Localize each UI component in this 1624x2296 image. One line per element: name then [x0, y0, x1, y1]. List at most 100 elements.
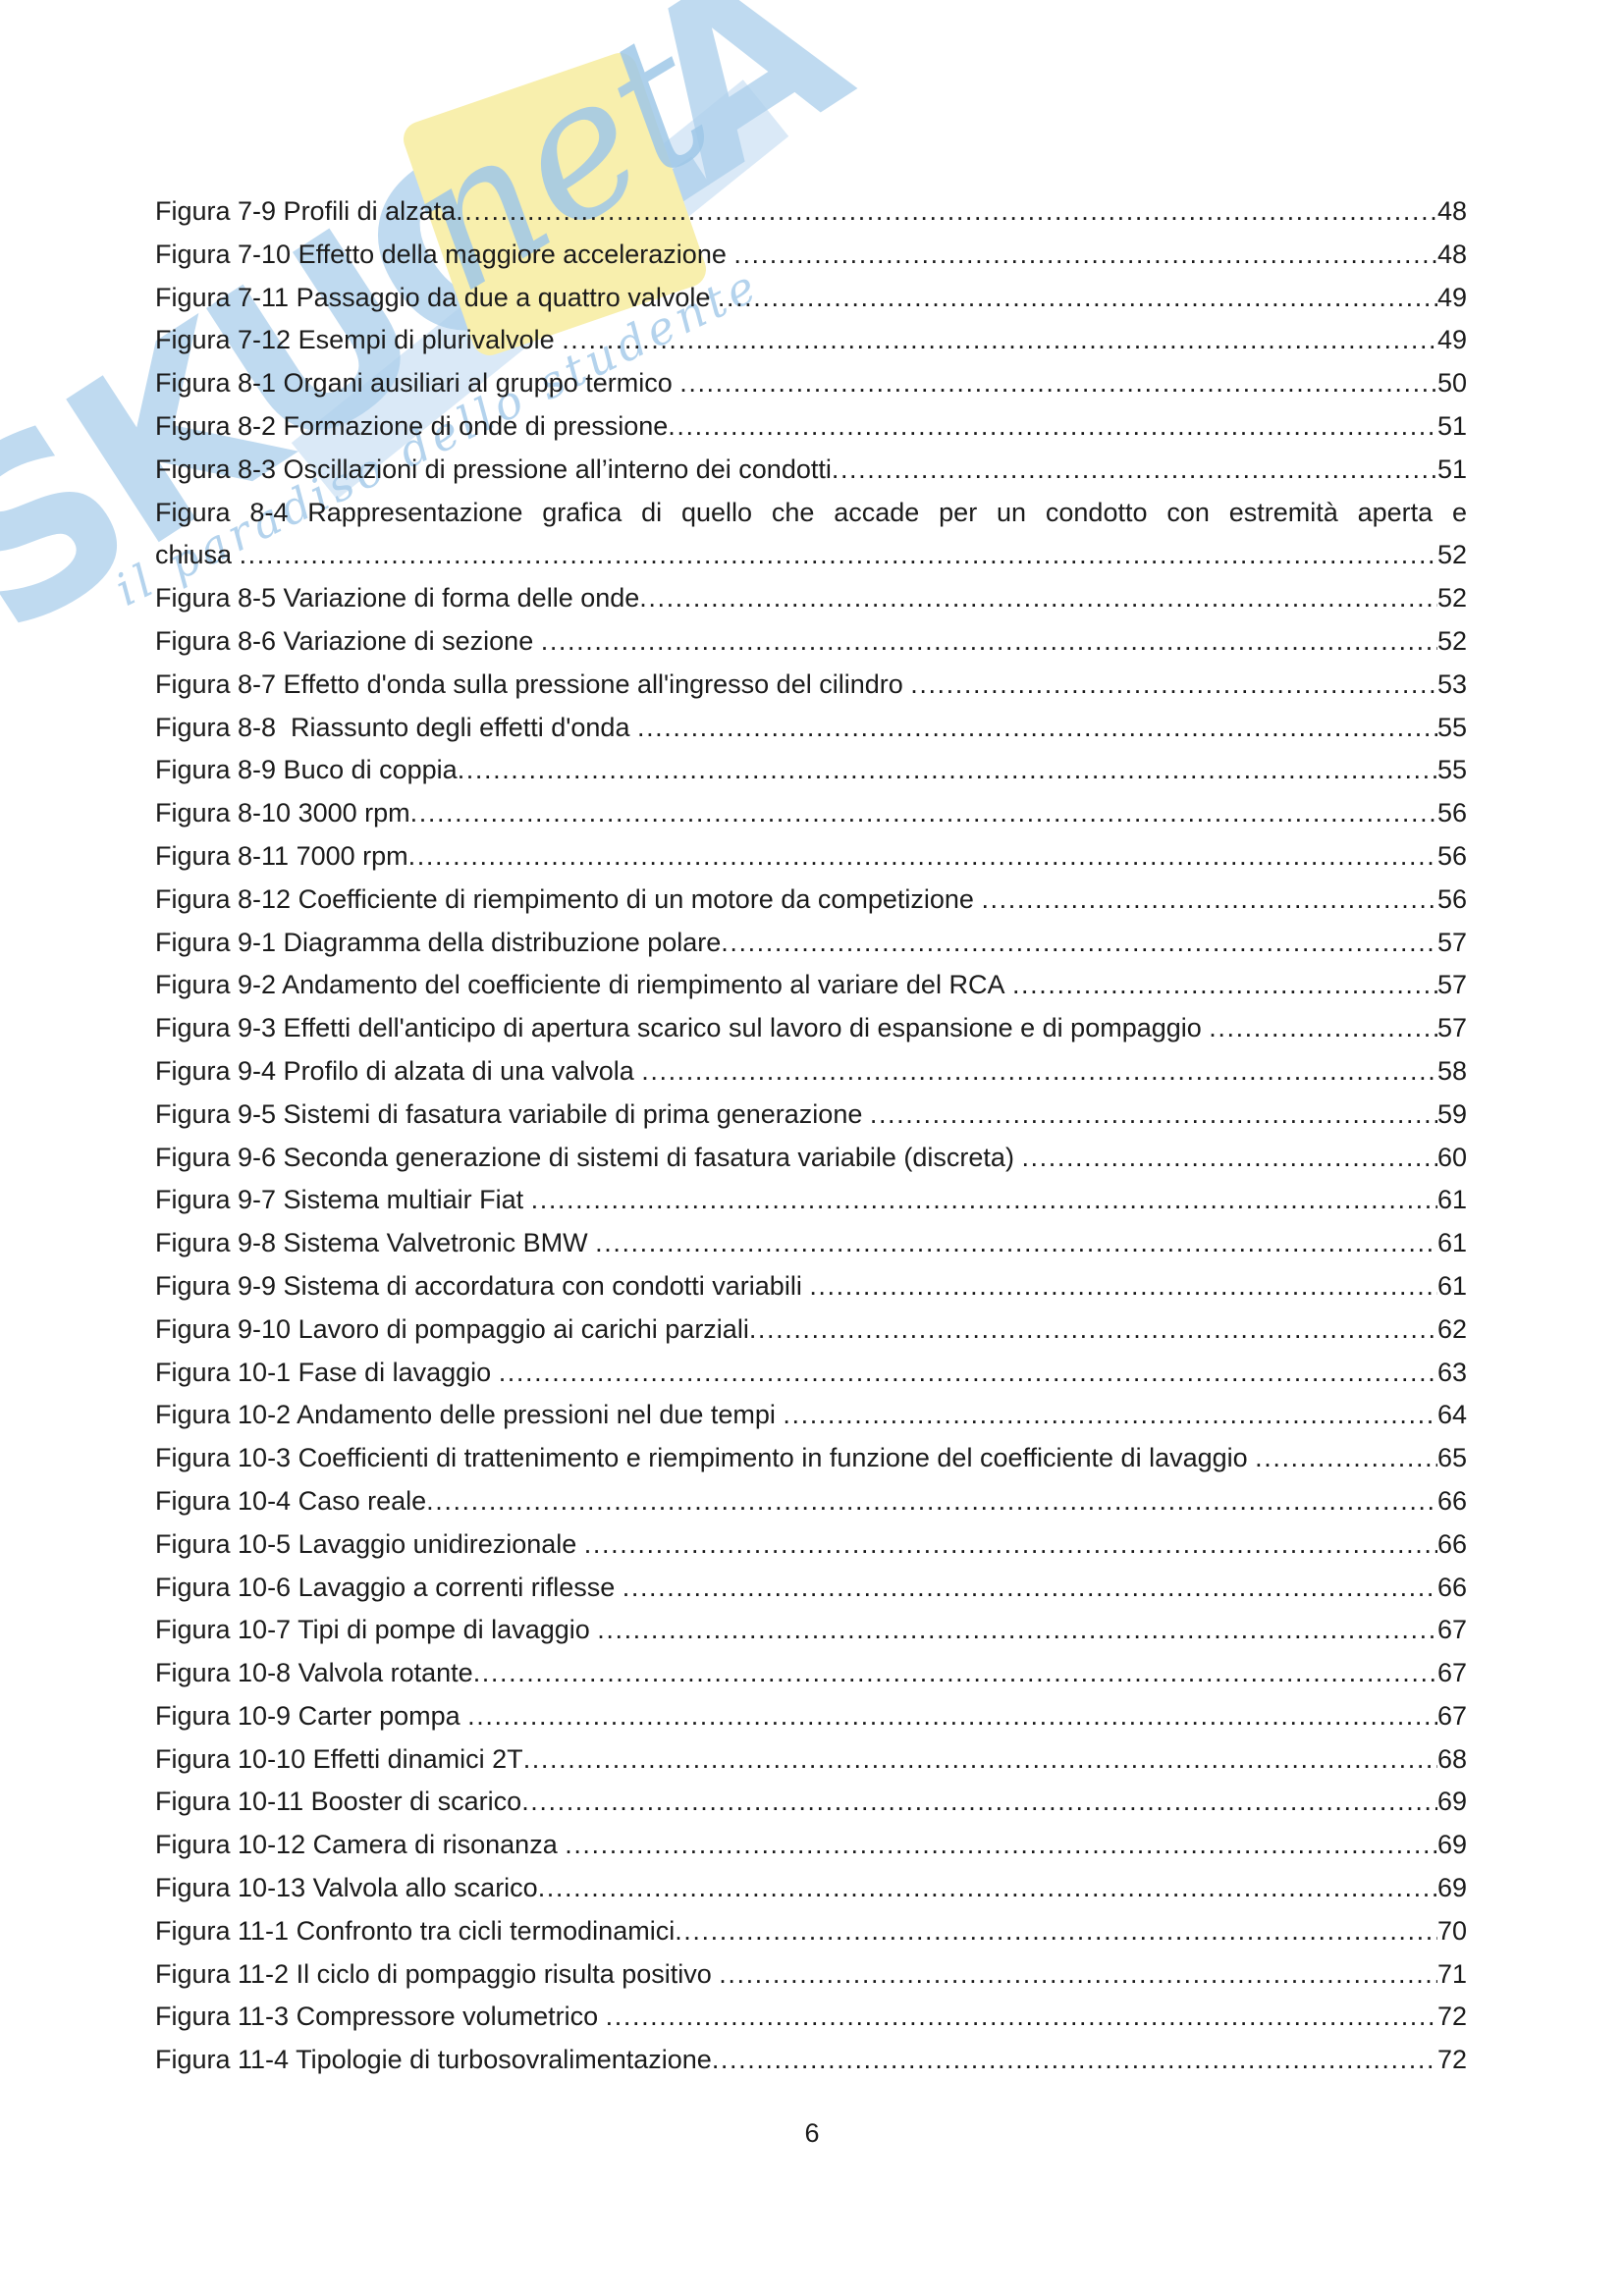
toc-entry: Figura 10-7 Tipi di pompe di lavaggio ..…	[155, 1609, 1467, 1652]
toc-entry-label: Figura 7-10 Effetto della maggiore accel…	[155, 239, 734, 269]
toc-entry-label: Figura 9-4 Profilo di alzata di una valv…	[155, 1055, 642, 1086]
toc-entry: Figura 11-1 Confronto tra cicli termodin…	[155, 1910, 1467, 1953]
toc-entry-label: Figura 8-9 Buco di coppia	[155, 755, 458, 785]
toc-entry: Figura 10-3 Coefficienti di tratteniment…	[155, 1437, 1467, 1480]
toc-entry-label: Figura 10-1 Fase di lavaggio	[155, 1357, 499, 1387]
toc-entry: Figura 10-4 Caso reale..................…	[155, 1480, 1467, 1523]
toc-entry: Figura 10-6 Lavaggio a correnti riflesse…	[155, 1567, 1467, 1610]
toc-entry-page: 69	[1436, 1830, 1467, 1860]
toc-entry-label: Figura 11-4 Tipologie di turbosovralimen…	[155, 2045, 712, 2075]
dot-leader: ........................................…	[809, 1270, 1437, 1301]
toc-entry: Figura 8-10 3000 rpm....................…	[155, 792, 1467, 835]
toc-entry: Figura 9-8 Sistema Valvetronic BMW .....…	[155, 1222, 1467, 1265]
toc-entry-page: 49	[1436, 282, 1467, 312]
toc-entry: Figura 10-10 Effetti dinamici 2T........…	[155, 1738, 1467, 1782]
toc-entry: Figura 10-1 Fase di lavaggio ...........…	[155, 1352, 1467, 1395]
toc-entry-label: Figura 10-12 Camera di risonanza	[155, 1830, 566, 1860]
toc-entry-page: 56	[1436, 840, 1467, 871]
toc-entry-page: 60	[1436, 1142, 1467, 1172]
toc-entry-label: Figura 10-9 Carter pompa	[155, 1700, 468, 1731]
toc-entry: Figura 8-1 Organi ausiliari al gruppo te…	[155, 362, 1467, 405]
dot-leader: ........................................…	[622, 1572, 1437, 1602]
dot-leader: ........................................…	[711, 2045, 1437, 2075]
toc-entry-label: Figura 10-8 Valvola rotante	[155, 1658, 473, 1688]
toc-entry: Figura 7-9 Profili di alzata............…	[155, 190, 1467, 234]
dot-leader: ........................................…	[831, 454, 1437, 484]
toc-entry-label: Figura 8-8 Riassunto degli effetti d'ond…	[155, 712, 637, 742]
toc-entry: Figura 9-3 Effetti dell'anticipo di aper…	[155, 1007, 1467, 1050]
dot-leader: ........................................…	[540, 625, 1437, 656]
toc-entry: Figura 8-11 7000 rpm....................…	[155, 835, 1467, 879]
toc-entry-page: 52	[1436, 540, 1467, 570]
toc-entry-page: 69	[1436, 1873, 1467, 1903]
toc-entry: Figura 7-12 Esempi di plurivalvole .....…	[155, 319, 1467, 362]
toc-entry: Figura 11-3 Compressore volumetrico ....…	[155, 1996, 1467, 2039]
toc-entry-label: Figura 9-2 Andamento del coefficiente di…	[155, 970, 1012, 1000]
dot-leader: ........................................…	[869, 1098, 1437, 1129]
toc-entry-page: 48	[1436, 239, 1467, 269]
toc-entry-label: Figura 9-6 Seconda generazione di sistem…	[155, 1142, 1022, 1172]
toc-entry-page: 51	[1436, 454, 1467, 484]
toc-entry: Figura 10-8 Valvola rotante.............…	[155, 1652, 1467, 1695]
toc-entry-label: Figura 10-5 Lavaggio unidirezionale	[155, 1528, 584, 1559]
toc-entry: Figura 10-2 Andamento delle pressioni ne…	[155, 1394, 1467, 1437]
dot-leader: ........................................…	[239, 540, 1437, 570]
toc-entry-label: Figura 10-10 Effetti dinamici 2T	[155, 1743, 523, 1774]
dot-leader: ........................................…	[783, 1400, 1437, 1430]
dot-leader: ........................................…	[565, 1830, 1437, 1860]
toc-entry: Figura 8-8 Riassunto degli effetti d'ond…	[155, 707, 1467, 750]
toc-entry-label: Figura 11-2 Il ciclo di pompaggio risult…	[155, 1958, 720, 1989]
toc-entry-page: 65	[1436, 1443, 1467, 1473]
toc-entry: Figura 8-12 Coefficiente di riempimento …	[155, 879, 1467, 922]
toc-entry-page: 57	[1436, 927, 1467, 957]
toc-entry-page: 67	[1436, 1615, 1467, 1645]
dot-leader: ........................................…	[583, 1528, 1437, 1559]
toc-entry-page: 49	[1436, 325, 1467, 355]
dot-leader: ........................................…	[522, 1743, 1437, 1774]
toc-entry: Figura 9-5 Sistemi di fasatura variabile…	[155, 1094, 1467, 1137]
toc-entry-label: Figura 8-12 Coefficiente di riempimento …	[155, 883, 982, 914]
toc-entry-page: 59	[1436, 1098, 1467, 1129]
dot-leader: ........................................…	[521, 1787, 1437, 1817]
toc-entry-label: Figura 9-3 Effetti dell'anticipo di aper…	[155, 1013, 1210, 1043]
toc-entry-page: 52	[1436, 583, 1467, 614]
dot-leader: ........................................…	[530, 1185, 1437, 1215]
toc-entry: Figura 7-10 Effetto della maggiore accel…	[155, 234, 1467, 277]
toc-entry: Figura 10-12 Camera di risonanza .......…	[155, 1824, 1467, 1867]
dot-leader: ........................................…	[721, 927, 1437, 957]
toc-entry-label: Figura 9-7 Sistema multiair Fiat	[155, 1185, 531, 1215]
dot-leader: ........................................…	[457, 755, 1437, 785]
toc-entry-page: 57	[1436, 970, 1467, 1000]
toc-entry-label: Figura 9-9 Sistema di accordatura con co…	[155, 1270, 810, 1301]
toc-entry-label: Figura 8-6 Variazione di sezione	[155, 625, 541, 656]
toc-entry: Figura 9-9 Sistema di accordatura con co…	[155, 1265, 1467, 1308]
toc-entry-label: Figura 8-1 Organi ausiliari al gruppo te…	[155, 368, 680, 399]
toc-entry: Figura 8-9 Buco di coppia...............…	[155, 749, 1467, 792]
toc-entry-page: 55	[1436, 712, 1467, 742]
toc-entry-label: chiusa	[155, 540, 240, 570]
toc-entry-label: Figura 10-4 Caso reale	[155, 1485, 427, 1516]
dot-leader: ........................................…	[467, 1700, 1437, 1731]
dot-leader: ........................................…	[426, 1485, 1437, 1516]
toc-entry: Figura 10-5 Lavaggio unidirezionale ....…	[155, 1523, 1467, 1567]
toc-entry-page: 72	[1436, 2045, 1467, 2075]
toc-entry: Figura 8-5 Variazione di forma delle ond…	[155, 577, 1467, 620]
toc-entry-label: Figura 10-11 Booster di scarico	[155, 1787, 522, 1817]
toc-entry-page: 67	[1436, 1700, 1467, 1731]
dot-leader: ........................................…	[641, 1055, 1437, 1086]
toc-entry-page: 64	[1436, 1400, 1467, 1430]
toc-entry: Figura 9-4 Profilo di alzata di una valv…	[155, 1050, 1467, 1094]
toc-entry-page: 52	[1436, 625, 1467, 656]
dot-leader: ........................................…	[1011, 970, 1437, 1000]
toc-entry: Figura 9-1 Diagramma della distribuzione…	[155, 922, 1467, 965]
dot-leader: ........................................…	[636, 712, 1437, 742]
toc-entry-label: Figura 10-13 Valvola allo scarico	[155, 1873, 538, 1903]
toc-entry-label: Figura 8-3 Oscillazioni di pressione all…	[155, 454, 832, 484]
toc-entry-page: 51	[1436, 410, 1467, 441]
toc-entry: Figura 7-11 Passaggio da due a quattro v…	[155, 277, 1467, 320]
toc-entry-label: Figura 9-5 Sistemi di fasatura variabile…	[155, 1098, 870, 1129]
toc-entry-page: 56	[1436, 798, 1467, 828]
toc-entry: Figura 9-6 Seconda generazione di sistem…	[155, 1137, 1467, 1180]
dot-leader: ........................................…	[679, 368, 1437, 399]
